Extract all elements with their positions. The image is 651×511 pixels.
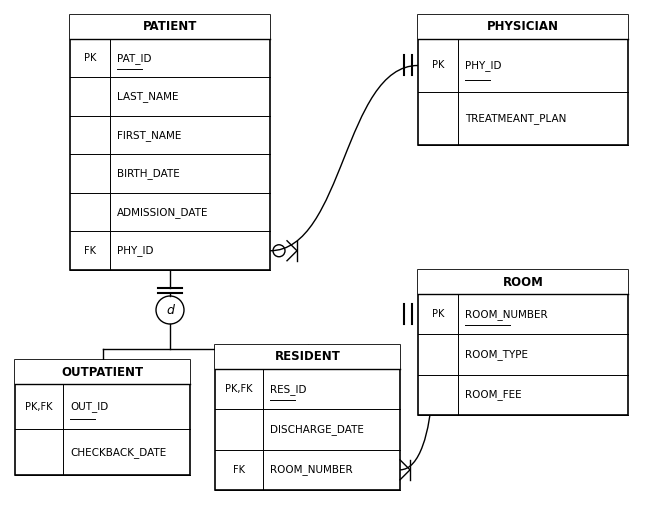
Text: PHYSICIAN: PHYSICIAN: [487, 20, 559, 34]
Text: PK,FK: PK,FK: [25, 402, 53, 412]
Bar: [215, 345, 400, 490]
Text: RES_ID: RES_ID: [270, 384, 307, 394]
Bar: [418, 15, 628, 39]
Text: FK: FK: [233, 465, 245, 475]
Text: ROOM_NUMBER: ROOM_NUMBER: [270, 464, 353, 475]
Text: ROOM_TYPE: ROOM_TYPE: [465, 349, 528, 360]
Text: LAST_NAME: LAST_NAME: [117, 91, 178, 102]
Text: ROOM_NUMBER: ROOM_NUMBER: [465, 309, 547, 319]
Bar: [15, 360, 190, 475]
Text: PATIENT: PATIENT: [143, 20, 197, 34]
Text: PHY_ID: PHY_ID: [117, 245, 154, 256]
Text: FK: FK: [84, 246, 96, 256]
Text: PK,FK: PK,FK: [225, 384, 253, 394]
Bar: [215, 345, 400, 369]
Text: PHY_ID: PHY_ID: [465, 60, 501, 71]
Text: OUT_ID: OUT_ID: [70, 401, 108, 412]
Text: PK: PK: [432, 60, 444, 71]
Text: ROOM_FEE: ROOM_FEE: [465, 389, 521, 400]
Bar: [70, 15, 270, 39]
Text: PAT_ID: PAT_ID: [117, 53, 152, 64]
Bar: [418, 270, 628, 415]
Text: CHECKBACK_DATE: CHECKBACK_DATE: [70, 447, 166, 458]
Bar: [418, 15, 628, 145]
Text: FIRST_NAME: FIRST_NAME: [117, 130, 182, 141]
Bar: [15, 360, 190, 384]
Text: RESIDENT: RESIDENT: [275, 351, 340, 363]
Text: ADMISSION_DATE: ADMISSION_DATE: [117, 207, 208, 218]
Text: TREATMEANT_PLAN: TREATMEANT_PLAN: [465, 113, 566, 124]
Text: d: d: [166, 304, 174, 316]
Text: PK: PK: [84, 53, 96, 63]
Text: DISCHARGE_DATE: DISCHARGE_DATE: [270, 424, 364, 435]
Text: PK: PK: [432, 309, 444, 319]
Text: OUTPATIENT: OUTPATIENT: [61, 365, 144, 379]
Bar: [70, 15, 270, 270]
Text: BIRTH_DATE: BIRTH_DATE: [117, 168, 180, 179]
Text: ROOM: ROOM: [503, 275, 544, 289]
Bar: [418, 270, 628, 294]
